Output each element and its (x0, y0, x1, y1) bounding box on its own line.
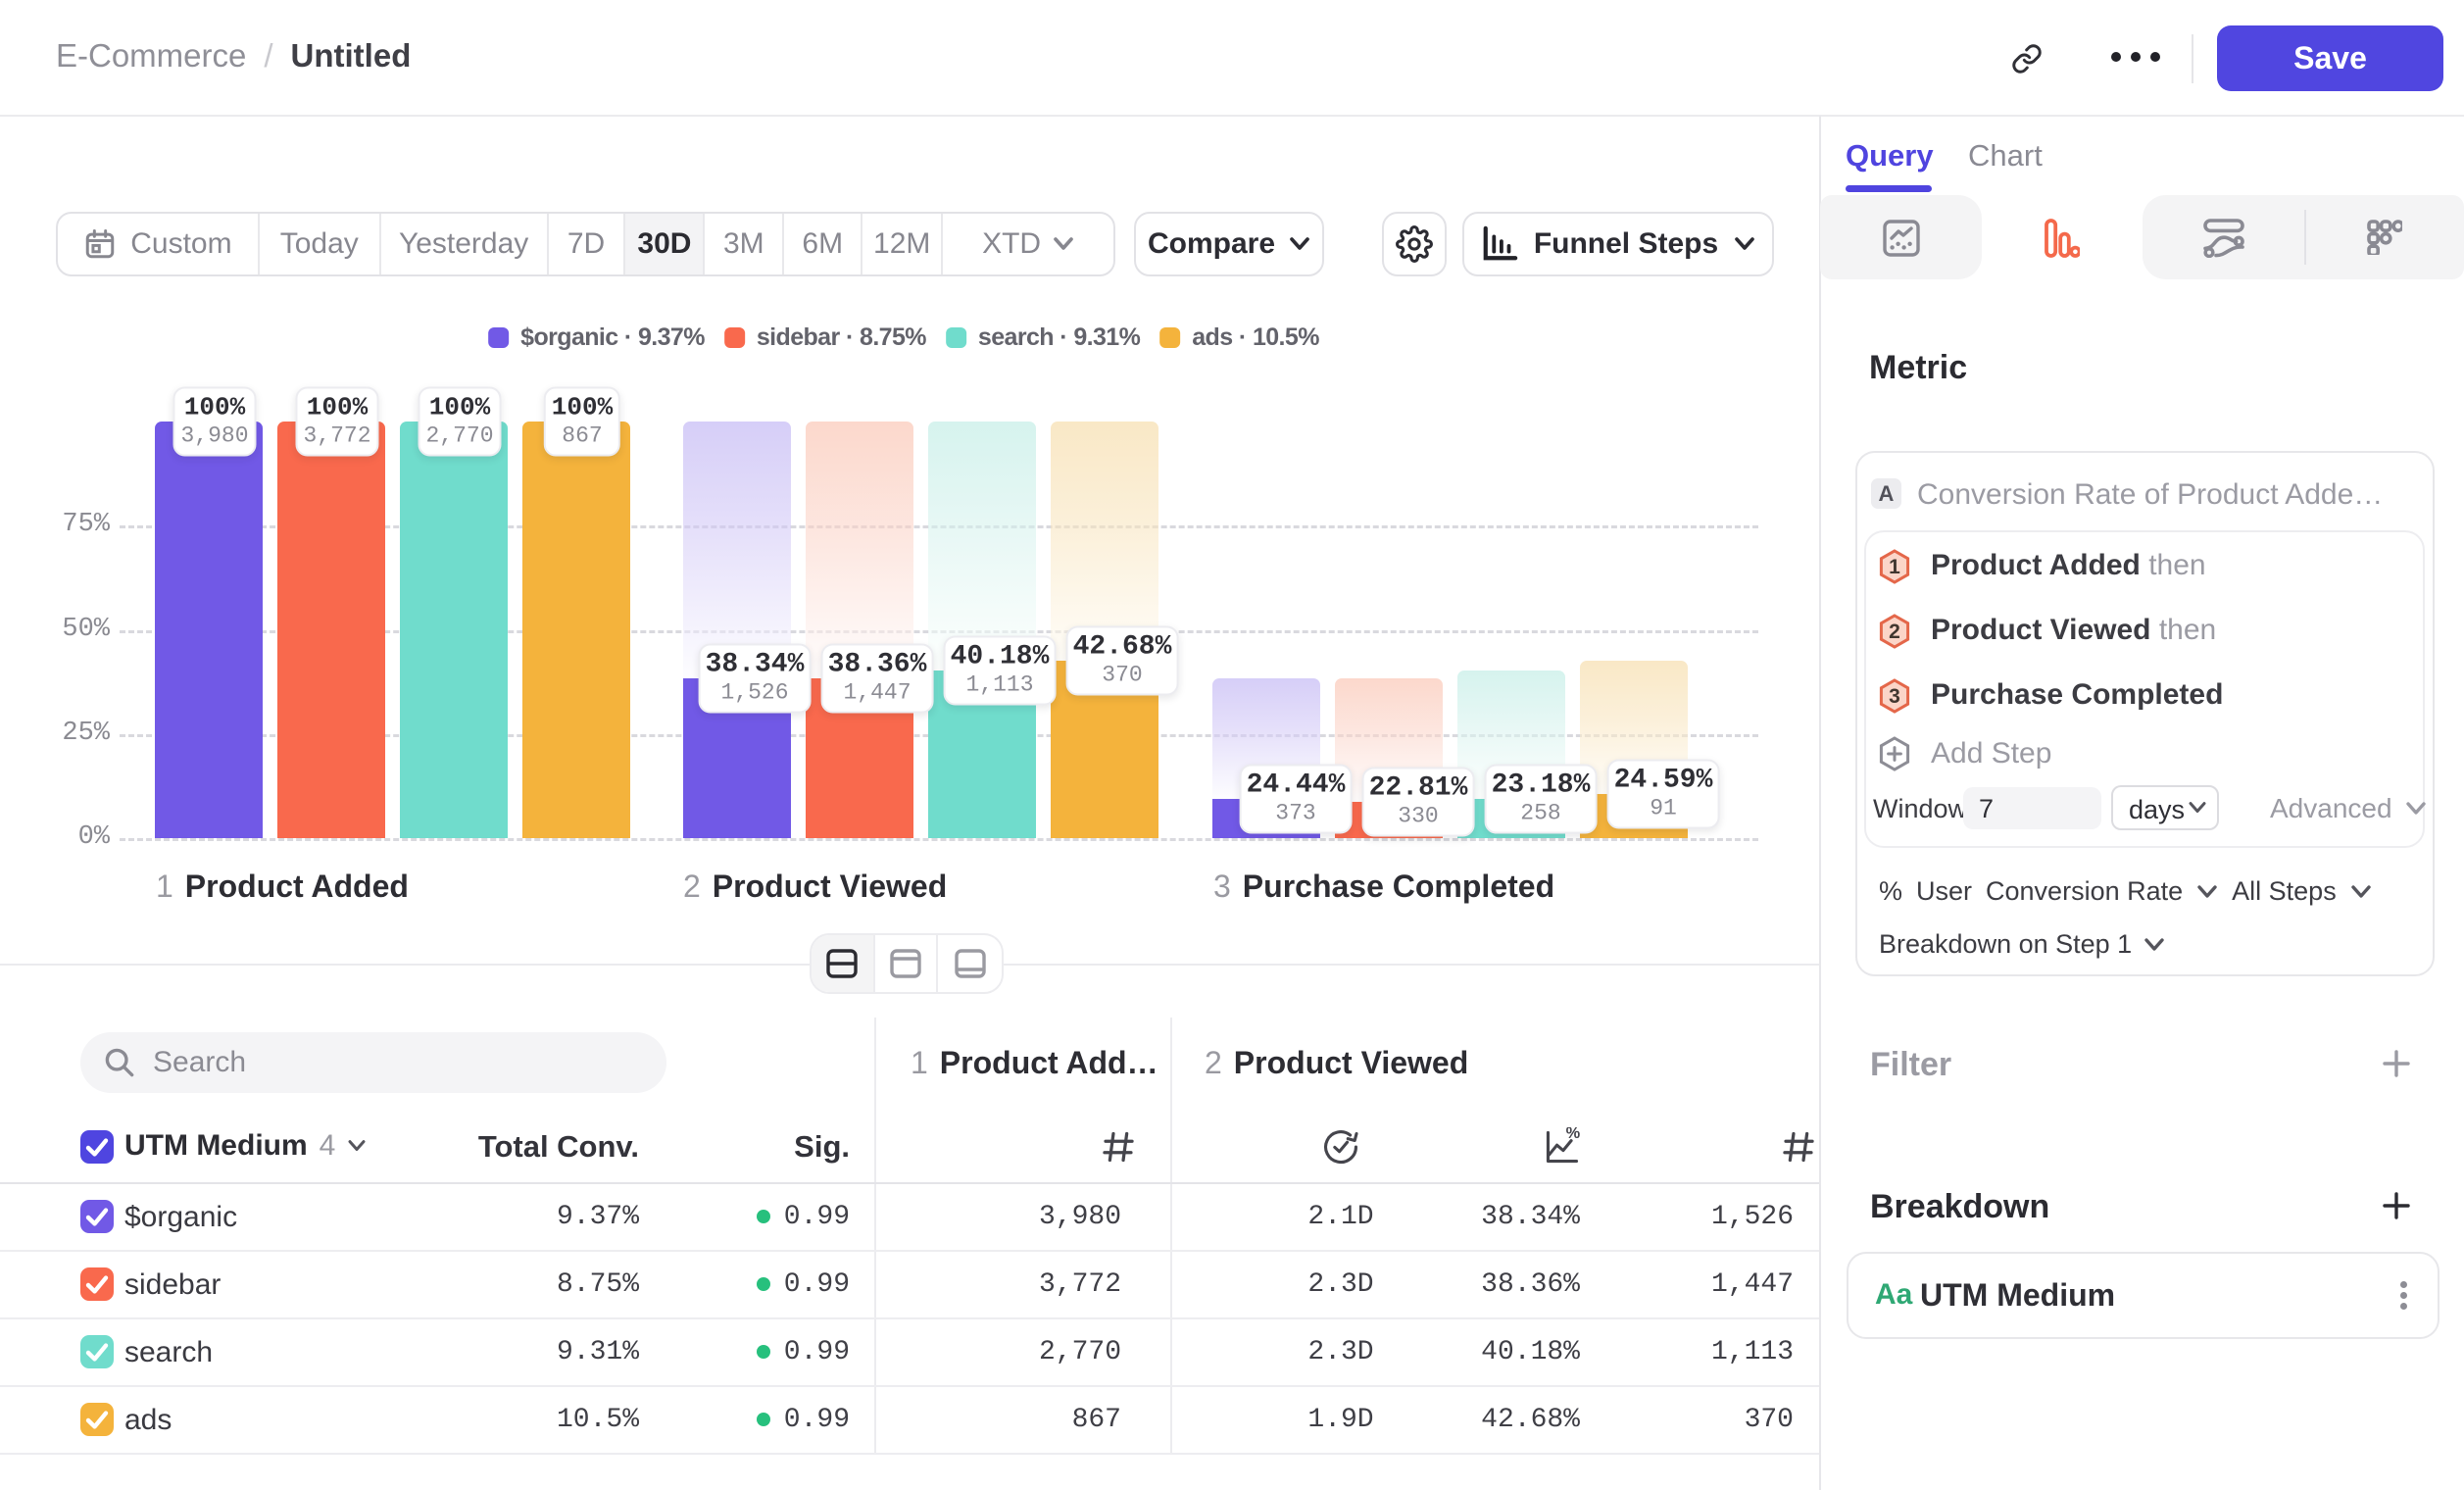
svg-text:3: 3 (1889, 685, 1900, 708)
svg-text:1: 1 (1889, 556, 1900, 578)
svg-text:%: % (1566, 1127, 1581, 1142)
svg-text:2: 2 (1889, 621, 1900, 643)
